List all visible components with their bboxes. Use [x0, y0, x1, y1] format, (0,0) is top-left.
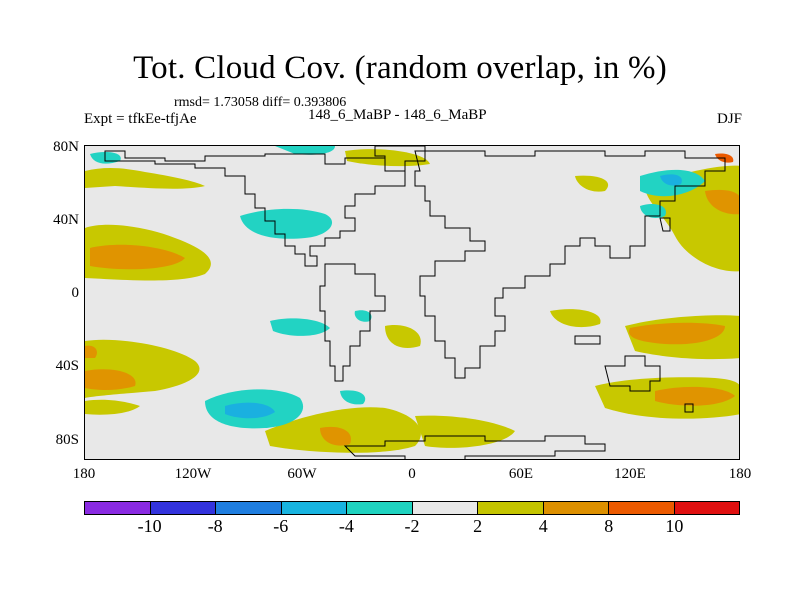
colorbar-label: 8 [604, 516, 614, 536]
plot-title: Tot. Cloud Cov. (random overlap, in %) [133, 50, 667, 86]
teal-region-north-america [240, 208, 333, 239]
indonesia-outline [574, 335, 601, 345]
y-tick-40s: 40S [55, 358, 79, 374]
colorbar-swatch [412, 502, 478, 514]
orange-region-north-pacific-east [705, 189, 739, 215]
colorbar-label: -8 [207, 516, 223, 536]
colorbar-swatch [478, 502, 544, 514]
colorbar-label: 10 [665, 516, 684, 536]
map-svg [85, 146, 739, 459]
colorbar [84, 501, 740, 515]
colorbar-label: -2 [404, 516, 420, 536]
teal-region-japan [640, 204, 666, 218]
teal-region-arctic-central [275, 146, 335, 155]
teal-region-south-atlantic-small [340, 390, 366, 405]
teal-region-south-asia-small [354, 310, 372, 322]
new-zealand-outline [684, 403, 694, 413]
colorbar-label: 2 [473, 516, 483, 536]
colorbar-label: 4 [538, 516, 548, 536]
yellow-region-west-indian [385, 325, 421, 348]
australia-outline [604, 355, 661, 392]
colorbar-swatch [674, 502, 739, 514]
y-tick-80s: 80S [55, 432, 79, 448]
blue-region-south-pacific [225, 402, 275, 419]
colorbar-swatch [85, 502, 151, 514]
orange-region-australia-south [629, 322, 725, 345]
y-tick-40n: 40N [53, 212, 79, 228]
eurasia-africa-outline [414, 150, 726, 379]
y-tick-80n: 80N [53, 139, 79, 155]
yellow-region-south-indian [550, 309, 601, 328]
colorbar-swatch [543, 502, 609, 514]
x-tick-120w: 120W [174, 466, 212, 482]
colorbar-label: -10 [137, 516, 162, 536]
teal-region-tropical-pacific [270, 318, 330, 336]
japan-outline [659, 217, 671, 232]
y-tick-0: 0 [71, 285, 80, 301]
x-tick-60w: 60W [287, 466, 317, 482]
period-label: 148_6_MaBP - 148_6_MaBP [308, 107, 487, 123]
map-plot-area [84, 145, 740, 460]
colorbar-swatch [150, 502, 216, 514]
orange-region-south-pacific-east [655, 386, 735, 406]
x-tick-180-right: 180 [728, 466, 752, 482]
colorbar-label: -6 [273, 516, 289, 536]
north-america-outline [104, 150, 406, 267]
orange-region-south-pacific [85, 369, 136, 390]
season-label: DJF [716, 111, 742, 127]
yellow-region-asia-north [575, 175, 609, 192]
yellow-region-indian-ocean [415, 415, 515, 448]
orange-region-south-atlantic [320, 426, 351, 446]
x-tick-120e: 120E [614, 466, 646, 482]
south-america-outline [319, 263, 386, 382]
colorbar-swatch [216, 502, 282, 514]
antarctica-outline [343, 435, 606, 459]
colorbar-swatch [347, 502, 413, 514]
rmsd-diff-stats: rmsd= 1.73058 diff= 0.393806 [174, 95, 347, 110]
positive-anomaly-yellow-regions [85, 149, 739, 453]
experiment-label: Expt = tfkEe-tfjAe [84, 111, 197, 127]
orange-region-north-pacific [90, 244, 185, 270]
yellow-region-north-atlantic [345, 149, 430, 167]
colorbar-swatch [281, 502, 347, 514]
positive-anomaly-orange-regions [85, 189, 739, 446]
x-tick-180-left: 180 [72, 466, 96, 482]
colorbar-swatch [609, 502, 675, 514]
colorbar-label: -4 [338, 516, 354, 536]
orange-region-west-edge [85, 345, 97, 358]
x-tick-0: 0 [408, 466, 416, 482]
x-tick-60e: 60E [508, 466, 534, 482]
negative-anomaly-blue-regions [225, 174, 682, 419]
blue-region-north-pacific-west [660, 174, 682, 186]
yellow-region-pacific-north-arc [85, 168, 205, 189]
coastline-outlines [104, 146, 726, 459]
yellow-region-south-pacific-lower [85, 399, 140, 415]
